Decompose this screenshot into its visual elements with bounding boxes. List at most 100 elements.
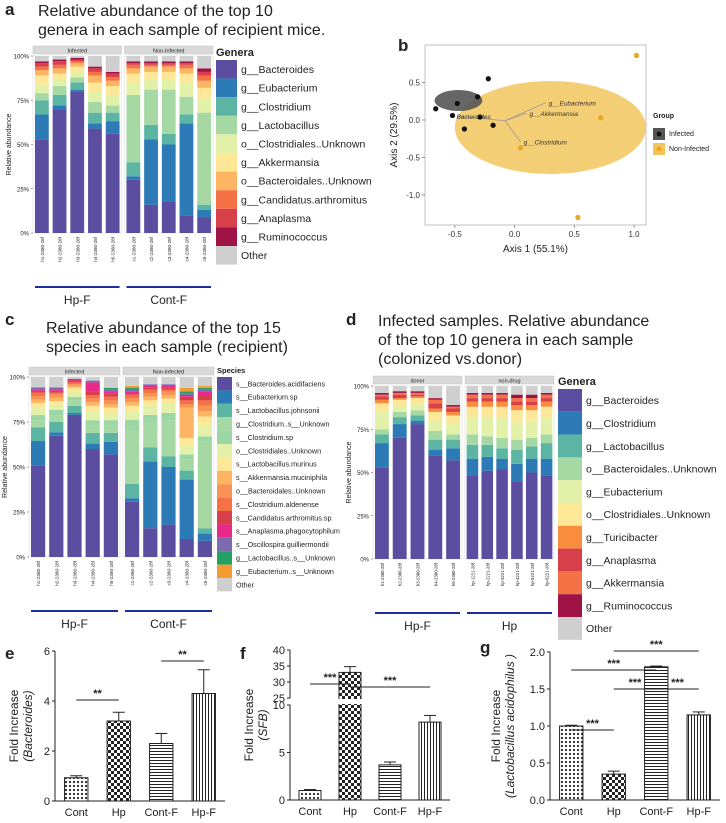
a-bar-segment — [105, 73, 120, 78]
d-bar-segment — [481, 456, 494, 471]
d-facet-label: donor — [410, 379, 424, 385]
a-legend-swatch — [216, 153, 237, 172]
c-bar-segment — [67, 387, 82, 392]
d-bar-segment — [392, 392, 407, 395]
d-legend-label: g__Clostridium — [586, 418, 656, 430]
c-bar-segment — [125, 501, 140, 557]
a-bar-segment — [161, 61, 176, 64]
c-sample-label: c1-2380-28f — [130, 560, 135, 585]
b-point — [575, 214, 581, 221]
d-bar-segment — [374, 392, 389, 395]
a-legend-swatch — [216, 115, 237, 135]
g-ytick-label: 1.5 — [530, 684, 545, 696]
d-bar-segment — [446, 460, 461, 559]
d-sample-label: hp-6221-28f — [545, 562, 550, 586]
a-bar-segment — [34, 63, 49, 67]
c-bar-segment — [67, 400, 82, 406]
panel-d-title-line1: Infected samples. Relative abundance — [378, 313, 650, 330]
c-bar-segment — [103, 377, 118, 388]
panel-d-label: d — [346, 310, 357, 329]
e-xtick-label: Cont-F — [144, 807, 178, 819]
b-xlabel: Axis 1 (55.1%) — [503, 244, 568, 255]
d-bar-segment — [466, 398, 479, 402]
d-legend-swatch — [558, 571, 582, 595]
d-legend-label: g__Eubacterium — [586, 486, 663, 498]
c-bar-segment — [143, 400, 158, 406]
a-bar-segment — [161, 64, 176, 67]
a-sample-label: h3-2380-28f — [75, 236, 80, 261]
a-bar-segment — [161, 133, 176, 145]
a-bar-segment — [105, 56, 120, 72]
d-sample-label: hp-3221-28f — [500, 562, 505, 586]
a-bar-segment — [126, 68, 141, 74]
a-bar-segment — [197, 217, 212, 233]
a-bar-segment — [105, 105, 120, 113]
c-bar-segment — [103, 432, 118, 442]
a-bar-segment — [126, 179, 141, 233]
c-bar-segment — [31, 377, 46, 388]
d-legend-swatch — [558, 480, 582, 503]
c-bar-segment — [31, 441, 46, 466]
d-sample-label: h1-2380-28f — [380, 562, 385, 586]
e-bar — [64, 777, 89, 802]
a-bar-segment — [105, 71, 120, 74]
a-bar-segment — [161, 56, 176, 62]
d-bar-segment — [540, 394, 553, 399]
b-ylabel: Axis 2 (29.5%) — [389, 102, 400, 167]
a-legend-swatch — [216, 190, 237, 209]
d-bar-segment — [496, 401, 508, 407]
c-bar-segment — [125, 387, 140, 390]
a-bar-segment — [34, 56, 49, 62]
a-bar-segment — [70, 77, 85, 83]
g-sig-label: *** — [671, 677, 685, 689]
c-bar-segment — [197, 387, 212, 390]
c-ytick: 75% — [13, 421, 26, 427]
a-bar-segment — [70, 57, 85, 60]
a-bar-segment — [126, 61, 141, 64]
c-bar-segment — [125, 401, 140, 406]
c-bar-segment — [143, 528, 158, 557]
c-bar-segment — [197, 540, 212, 557]
d-bar-segment — [374, 396, 389, 400]
c-legend-swatch — [217, 457, 232, 471]
c-bar-segment — [67, 377, 82, 379]
d-bar-segment — [511, 481, 523, 559]
d-bar-segment — [392, 399, 407, 406]
c-ytick: 25% — [13, 511, 26, 517]
g-bar — [686, 714, 711, 801]
b-ellipse-non-infected — [454, 81, 646, 174]
c-bar-segment — [103, 396, 118, 401]
c-facet-label: Infected — [65, 370, 85, 376]
a-bar-segment — [197, 209, 212, 218]
panel-a-label: a — [5, 0, 15, 19]
f-axis-break-mask — [286, 698, 294, 705]
d-legend-label: g__Lactobacillus — [586, 441, 664, 453]
c-bar-segment — [161, 386, 176, 388]
g-bar — [559, 725, 584, 801]
d-sample-label: hp-2221-28f — [485, 562, 490, 586]
f-ytick-label: 25 — [273, 693, 285, 705]
c-bar-segment — [161, 387, 176, 390]
d-bar-segment — [481, 436, 494, 445]
a-bar-segment — [126, 73, 141, 83]
f-ylabel-italic: (SFB) — [256, 709, 270, 740]
d-bar-segment — [511, 422, 523, 440]
d-legend-label: g__Anaplasma — [586, 555, 656, 567]
d-bar-segment — [392, 391, 407, 393]
g-xtick-label: Cont-F — [639, 806, 673, 818]
g-sig-label: *** — [629, 677, 643, 689]
a-legend-label: o__Bacteroidales..Unknown — [241, 176, 372, 188]
c-bar-segment — [197, 400, 212, 406]
d-bar-segment — [466, 434, 479, 445]
c-ytick: 100% — [10, 376, 26, 382]
b-point — [598, 115, 604, 121]
c-bar-segment — [161, 389, 176, 392]
d-legend-swatch — [558, 594, 582, 617]
a-legend-label: g__Akkermansia — [241, 157, 319, 169]
c-bar-segment — [31, 387, 46, 390]
a-bar-segment — [52, 61, 67, 65]
a-bar-segment — [34, 139, 49, 233]
c-bar-segment — [125, 410, 140, 420]
d-legend-label: o__Clostridiales..Unknown — [586, 509, 710, 521]
d-sample-label: h5-2380-28f — [451, 562, 456, 586]
